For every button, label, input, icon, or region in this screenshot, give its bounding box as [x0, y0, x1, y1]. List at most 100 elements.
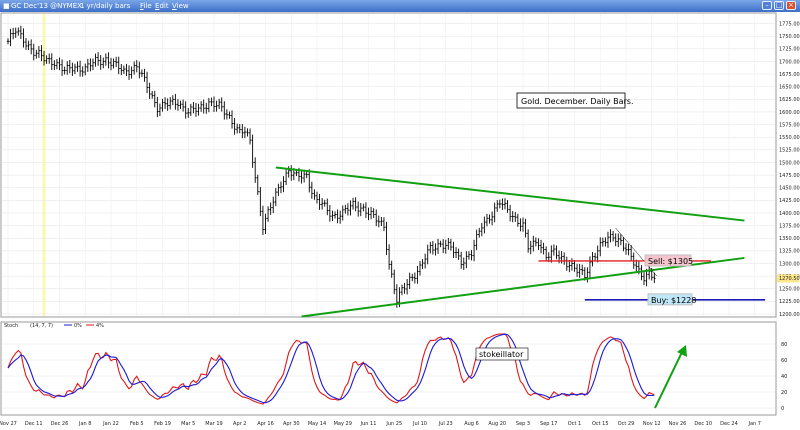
stoch-tick-label: 60: [781, 358, 787, 364]
date-tick-label: Apr 2: [233, 421, 246, 427]
highlight-band: [42, 14, 46, 316]
minimize-button[interactable]: –: [762, 1, 772, 10]
menu-edit[interactable]: Edit: [155, 2, 169, 10]
price-tick-label: 1475.00: [779, 173, 800, 179]
price-tick-label: 1250.00: [779, 287, 800, 293]
stokeillator-label: stokeillator: [479, 350, 524, 359]
stochastic-gridlines: [2, 343, 775, 409]
price-tick-label: 1375.00: [779, 223, 800, 229]
date-tick-label: Nov 27: [0, 421, 17, 427]
price-panel: [0, 12, 777, 318]
date-tick-label: Oct 29: [618, 421, 635, 427]
chart-title-box: [516, 92, 626, 109]
maximize-button[interactable]: □: [774, 1, 784, 10]
price-tick-label: 1775.00: [779, 21, 800, 27]
stochastic-label: Stoch: [4, 323, 18, 329]
chart-title: Gold. December. Daily Bars.: [521, 97, 634, 106]
date-tick-label: Jul 23: [438, 421, 453, 427]
price-tick-label: 1725.00: [779, 47, 800, 53]
trendline-recent: [615, 227, 658, 277]
price-tick-label: 1450.00: [779, 186, 800, 192]
date-tick-label: Dec 11: [25, 421, 43, 427]
price-tick-label: 1300.00: [779, 261, 800, 267]
date-tick-label: Aug 6: [464, 421, 479, 427]
date-tick-label: Jan 7: [748, 421, 761, 427]
stochastic-d-line: [7, 333, 655, 405]
trendline-upper: [275, 166, 745, 222]
period-dropdown[interactable]: 1 yr/daily bars: [80, 2, 131, 10]
ohlc-bars: [6, 25, 656, 308]
price-tick-label: 1625.00: [779, 97, 800, 103]
date-tick-label: Dec 26: [51, 421, 69, 427]
app-icon: ■: [3, 2, 10, 10]
legend-d-value: 4%: [96, 323, 104, 329]
date-tick-label: May 29: [334, 421, 352, 427]
trendlines: [275, 166, 745, 318]
date-tick-label: Nov 12: [643, 421, 661, 427]
date-tick-label: Dec 24: [720, 421, 738, 427]
buy-label-box: [647, 293, 693, 306]
stochastic-k-line: [7, 333, 655, 404]
price-tick-label: 1700.00: [779, 59, 800, 65]
price-tick-label: 1350.00: [779, 236, 800, 242]
date-tick-label: Jan 22: [102, 421, 119, 427]
date-tick-label: Feb 19: [154, 421, 171, 427]
menu-file[interactable]: File: [140, 2, 152, 10]
date-tick-label: Apr 30: [283, 421, 300, 427]
buy-label: Buy: $1228: [651, 296, 696, 305]
legend-k-value: 0%: [74, 323, 82, 329]
stochastic-axis: 0 20 40 60 80: [781, 342, 787, 412]
price-tick-label: 1500.00: [779, 160, 800, 166]
date-tick-label: Oct 15: [592, 421, 609, 427]
price-tick-label: 1575.00: [779, 122, 800, 128]
date-tick-label: Apr 16: [257, 421, 274, 427]
sell-label: Sell: $1305: [648, 257, 693, 266]
price-tick-label: 1325.00: [779, 249, 800, 255]
sell-label-box: [644, 254, 692, 267]
up-arrow-icon: [677, 345, 687, 357]
price-tick-label: 1425.00: [779, 198, 800, 204]
price-tick-label: 1200.00: [779, 312, 800, 318]
price-tick-label: 1750.00: [779, 34, 800, 40]
price-tick-label: 1400.00: [779, 211, 800, 217]
menu-view[interactable]: View: [172, 2, 189, 10]
trendline-lower: [301, 256, 745, 318]
symbol-title[interactable]: GC Dec'13 @NYMEX: [11, 2, 82, 10]
date-tick-label: Nov 26: [669, 421, 687, 427]
price-axis: 1200.001225.001250.001275.001300.001325.…: [779, 21, 800, 317]
date-axis: Nov 27 Dec 11 Dec 26 Jan 8 Jan 22 Feb 5 Feb 19…: [0, 421, 761, 427]
price-tick-label: 1675.00: [779, 72, 800, 78]
price-tick-label: 1225.00: [779, 299, 800, 305]
date-tick-label: Jun 11: [360, 421, 377, 427]
stoch-tick-label: 80: [781, 342, 787, 348]
date-tick-label: Jun 25: [385, 421, 402, 427]
stochastic-panel: [0, 321, 777, 416]
price-tick-label: 1550.00: [779, 135, 800, 141]
date-tick-label: Sep 17: [540, 421, 557, 427]
title-bar: ■ GC Dec'13 @NYMEX 1 yr/daily bars File …: [0, 0, 800, 12]
stoch-tick-label: 0: [781, 406, 784, 412]
date-tick-label: May 14: [308, 421, 326, 427]
date-tick-label: Jul 10: [412, 421, 427, 427]
current-price-label: 1270.50: [779, 276, 800, 282]
date-tick-label: Dec 10: [694, 421, 712, 427]
price-tick-label: 1600.00: [779, 110, 800, 116]
stoch-tick-label: 20: [781, 390, 787, 396]
date-tick-label: Oct 1: [568, 421, 581, 427]
price-tick-label: 1650.00: [779, 85, 800, 91]
date-tick-label: Feb 5: [130, 421, 144, 427]
date-tick-label: Mar 19: [205, 421, 222, 427]
close-button[interactable]: ×: [786, 1, 796, 10]
date-tick-label: Aug 20: [488, 421, 506, 427]
current-price-tag: [777, 274, 799, 283]
stoch-tick-label: 40: [781, 374, 787, 380]
price-tick-label: 1525.00: [779, 148, 800, 154]
date-tick-label: Mar 5: [181, 421, 195, 427]
date-tick-label: Jan 8: [78, 421, 91, 427]
up-arrow-shaft: [654, 349, 684, 409]
date-tick-label: Sep 3: [516, 421, 530, 427]
date-gridlines: [7, 14, 755, 316]
chart-canvas: 1200.001225.001250.001275.001300.001325.…: [0, 12, 800, 427]
stokeillator-box: [475, 347, 529, 361]
